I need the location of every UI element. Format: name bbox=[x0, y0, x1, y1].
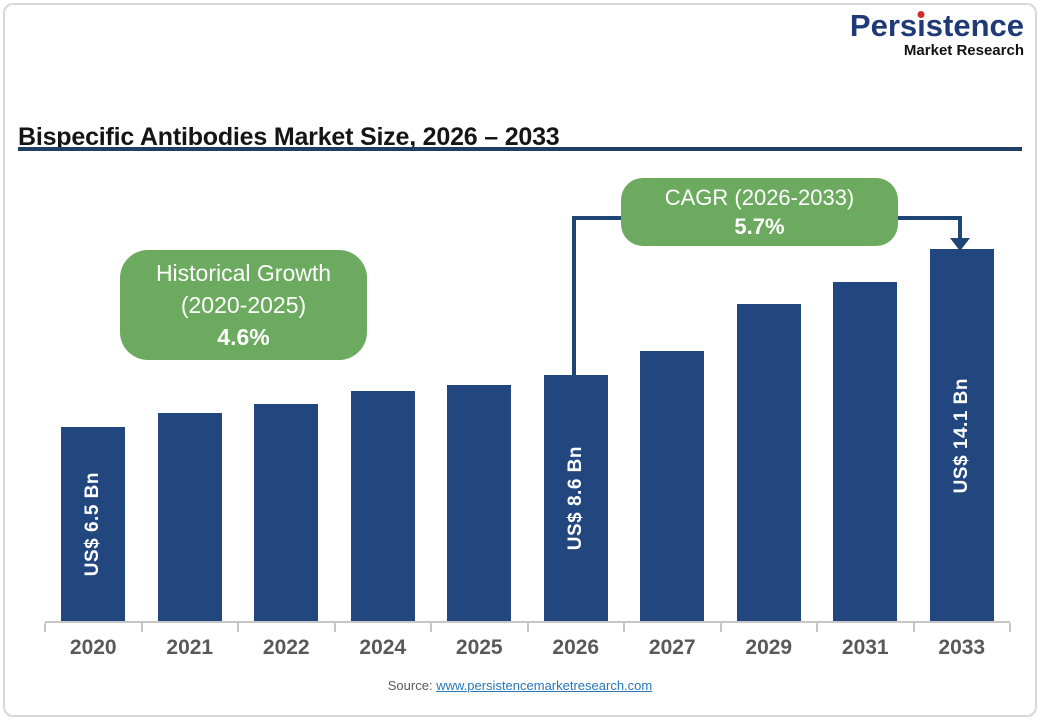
x-axis-tick bbox=[912, 623, 915, 632]
x-axis-tick bbox=[333, 623, 336, 632]
source-line: Source: www.persistencemarketresearch.co… bbox=[0, 678, 1040, 693]
x-axis-labels: 2020 2021 2022 2024 2025 2026 2027 2029 2031 2033 bbox=[45, 636, 1010, 660]
logo-red-dot-icon bbox=[917, 11, 925, 18]
cagr-connector-right-horizontal bbox=[898, 216, 962, 220]
source-link[interactable]: www.persistencemarketresearch.com bbox=[436, 678, 653, 693]
bar-2033: US$ 14.1 Bn bbox=[929, 249, 994, 622]
cagr-connector-left-vertical bbox=[572, 216, 576, 375]
bar-slot-2026: US$ 8.6 Bn bbox=[528, 240, 625, 622]
bar-slot-2021 bbox=[142, 240, 239, 622]
bar-chart: US$ 6.5 Bn US$ 8.6 Bn US$ 14.1 Bn bbox=[45, 240, 1010, 622]
bar-slot-2029 bbox=[721, 240, 818, 622]
bar-2022 bbox=[254, 404, 319, 622]
cagr-value: 5.7% bbox=[734, 214, 785, 239]
x-axis-tick bbox=[430, 623, 432, 632]
bar-slot-2033: US$ 14.1 Bn bbox=[914, 240, 1011, 622]
x-axis-tick bbox=[44, 623, 46, 632]
cagr-connector-left-horizontal bbox=[572, 216, 621, 220]
bar-slot-2027 bbox=[624, 240, 721, 622]
logo-dotless-i: ı bbox=[917, 8, 926, 43]
x-axis-label-2029: 2029 bbox=[745, 636, 793, 659]
x-axis-label-2024: 2024 bbox=[359, 636, 407, 659]
bar-2020: US$ 6.5 Bn bbox=[61, 427, 126, 622]
x-axis-label-2022: 2022 bbox=[262, 636, 310, 659]
page-title: Bispecific Antibodies Market Size, 2026 … bbox=[18, 122, 560, 151]
cagr-connector-right-vertical bbox=[958, 216, 962, 240]
x-axis-tick bbox=[140, 623, 143, 632]
x-axis-label-2020: 2020 bbox=[69, 636, 117, 659]
x-axis-label-2033: 2033 bbox=[938, 636, 986, 659]
logo-text-part2: stence bbox=[925, 8, 1024, 43]
bar-2029 bbox=[736, 304, 801, 622]
x-axis-tick bbox=[623, 623, 625, 632]
x-axis-line bbox=[44, 621, 1011, 632]
x-axis-label-2026: 2026 bbox=[552, 636, 600, 659]
x-axis-label-2031: 2031 bbox=[841, 636, 889, 659]
historical-growth-value: 4.6% bbox=[217, 324, 270, 350]
bar-2026: US$ 8.6 Bn bbox=[543, 375, 608, 622]
down-arrow-icon bbox=[950, 238, 970, 251]
cagr-callout: CAGR (2026-2033) 5.7% bbox=[621, 178, 898, 246]
x-axis-label-2021: 2021 bbox=[166, 636, 214, 659]
bar-slot-2025 bbox=[431, 240, 528, 622]
bar-value-label-2033: US$ 14.1 Bn bbox=[950, 377, 972, 494]
bar-value-label-2026: US$ 8.6 Bn bbox=[564, 446, 586, 551]
logo-wordmark: Persı stence bbox=[850, 10, 1024, 41]
logo-text-part1: Pers bbox=[849, 8, 918, 43]
x-axis-tick bbox=[719, 623, 722, 632]
cagr-line1: CAGR (2026-2033) bbox=[664, 185, 855, 210]
x-axis-tick bbox=[237, 623, 239, 632]
bar-2031 bbox=[833, 282, 898, 622]
bar-2027 bbox=[640, 351, 705, 622]
x-axis-tick bbox=[526, 623, 529, 632]
bar-slot-2031 bbox=[817, 240, 914, 622]
historical-growth-line2: (2020-2025) bbox=[180, 292, 307, 318]
bar-2024 bbox=[350, 391, 415, 622]
bar-2021 bbox=[157, 413, 222, 622]
x-axis-tick bbox=[816, 623, 818, 632]
historical-growth-line1: Historical Growth bbox=[155, 260, 332, 286]
x-axis-label-2027: 2027 bbox=[648, 636, 696, 659]
logo-subtitle: Market Research bbox=[903, 42, 1024, 59]
bar-slot-2020: US$ 6.5 Bn bbox=[45, 240, 142, 622]
bar-slot-2024 bbox=[335, 240, 432, 622]
title-underline bbox=[18, 147, 1022, 151]
x-axis-label-2025: 2025 bbox=[455, 636, 503, 659]
source-label: Source: bbox=[387, 678, 433, 693]
bar-2025 bbox=[447, 385, 512, 622]
logo: Persı stence Market Research bbox=[850, 10, 1024, 58]
historical-growth-callout: Historical Growth (2020-2025) 4.6% bbox=[120, 250, 367, 360]
x-axis-tick bbox=[1009, 623, 1011, 632]
bar-slot-2022 bbox=[238, 240, 335, 622]
bar-value-label-2020: US$ 6.5 Bn bbox=[82, 472, 104, 577]
